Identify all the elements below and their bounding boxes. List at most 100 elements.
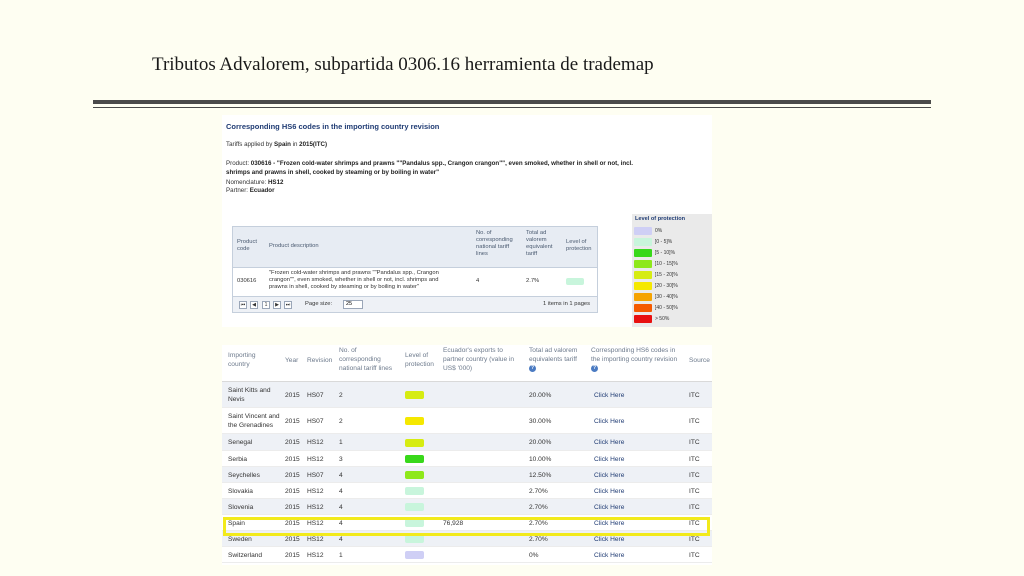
th-level-protection[interactable]: Level of protection: [566, 239, 592, 252]
click-here-link[interactable]: Click Here: [594, 487, 625, 495]
product-description-1: 030616 - "Frozen cold-water shrimps and …: [250, 160, 633, 167]
table-row: Saint Kitts and Nevis 2015 HS07 2 20.00% Click…: [222, 382, 712, 408]
legend-label: ]40 - 50]%: [655, 305, 678, 311]
cell-tariff-lines: 4: [339, 503, 343, 511]
cell-total-tariff: 30.00%: [529, 417, 552, 425]
cell-exports: 76,928: [443, 519, 464, 527]
cell-year: 2015: [285, 519, 300, 527]
click-here-link[interactable]: Click Here: [594, 535, 625, 543]
table-row: Seychelles 2015 HS07 4 12.50% Click Here ITC: [222, 467, 712, 483]
row-level-swatch: [566, 278, 584, 285]
th-tariff-lines[interactable]: No. of corresponding national tariff lines: [476, 230, 513, 257]
th-level-of-protection[interactable]: Level of protection: [405, 352, 434, 368]
items-info: 1 items in 1 pages: [543, 301, 591, 307]
legend-item: ]0 - 5]%: [634, 237, 710, 247]
table-row: Saint Vincent and the Grenadines 2015 HS07 2…: [222, 408, 712, 434]
cell-source: ITC: [689, 551, 700, 559]
cell-country: Sweden: [228, 535, 252, 543]
tariffs-in: in: [290, 141, 300, 148]
cell-source: ITC: [689, 391, 700, 399]
th-corresponding-hs6[interactable]: Corresponding HS6 codes in the importing …: [591, 347, 678, 372]
prev-page-button[interactable]: ◀: [250, 301, 258, 309]
cell-year: 2015: [285, 471, 300, 479]
last-page-button[interactable]: ⏭: [284, 301, 292, 309]
click-here-link[interactable]: Click Here: [594, 519, 625, 527]
product-line-2: shrimps and prawns in shell, cooked by s…: [226, 169, 439, 176]
cell-level-swatch: [405, 487, 424, 495]
tariff-product-panel: Corresponding HS6 codes in the importing…: [222, 115, 712, 327]
cell-level-swatch: [405, 417, 424, 425]
cell-tariff-lines: 4: [339, 487, 343, 495]
product-table-header: Product code Product description No. of co…: [233, 227, 597, 268]
nomenclature-prefix: Nomenclature:: [226, 179, 268, 186]
legend-item: ]15 - 20]%: [634, 270, 710, 280]
partner-line: Partner: Ecuador: [226, 187, 275, 194]
cell-country: Serbia: [228, 455, 248, 463]
page-size-label: Page size:: [305, 301, 333, 307]
cell-source: ITC: [689, 439, 700, 446]
click-here-link[interactable]: Click Here: [594, 455, 625, 463]
protection-legend: Level of protection 0%]0 - 5]%]5 - 10]%]…: [632, 214, 712, 327]
legend-label: ]0 - 5]%: [655, 239, 673, 245]
tariffs-year: 2015(ITC): [299, 141, 328, 148]
cell-source: ITC: [689, 487, 700, 495]
cell-country: Spain: [228, 519, 245, 527]
cell-country: Slovenia: [228, 503, 254, 511]
th-importing-country[interactable]: Importing country: [228, 352, 256, 368]
click-here-link[interactable]: Click Here: [594, 391, 625, 399]
th-national-lines[interactable]: No. of corresponding national tariff lines: [339, 347, 393, 372]
th-source[interactable]: Source: [689, 357, 710, 364]
importing-country-table: Importing country Year Revision No. of cor…: [222, 345, 712, 565]
legend-label: ]5 - 10]%: [655, 250, 676, 256]
legend-swatch: [634, 282, 652, 290]
cell-year: 2015: [285, 503, 300, 511]
cell-level-swatch: [405, 455, 424, 463]
cell-tariff-lines: 1: [339, 439, 343, 446]
cell-revision: HS07: [307, 471, 324, 479]
page-number-button[interactable]: 1: [262, 301, 270, 309]
cell-country: Seychelles: [228, 471, 260, 479]
table-row: Serbia 2015 HS12 3 10.00% Click Here ITC: [222, 451, 712, 467]
cell-revision: HS07: [307, 391, 324, 399]
click-here-link[interactable]: Click Here: [594, 471, 625, 479]
th-total-ad-valorem-equivalents[interactable]: Total ad valorem equivalents tariff ?: [529, 347, 578, 372]
cell-tariff-lines: 4: [339, 519, 343, 527]
legend-item: > 50%: [634, 314, 710, 324]
table-row: Slovakia 2015 HS12 4 2.70% Click Here ITC: [222, 483, 712, 499]
legend-item: ]10 - 15]%: [634, 259, 710, 269]
cell-tariff-lines: 4: [339, 471, 343, 479]
partner-prefix: Partner:: [226, 187, 250, 194]
cell-source: ITC: [689, 503, 700, 511]
row-total-tariff: 2.7%: [526, 278, 540, 284]
th-year[interactable]: Year: [285, 357, 299, 364]
cell-source: ITC: [689, 417, 700, 425]
cell-revision: HS12: [307, 503, 324, 511]
cell-total-tariff: 20.00%: [529, 439, 552, 446]
page-size-select[interactable]: 25: [343, 300, 363, 309]
click-here-link[interactable]: Click Here: [594, 551, 625, 559]
tariffs-applied-line: Tariffs applied by Spain in 2015(ITC): [226, 141, 327, 148]
cell-level-swatch: [405, 519, 424, 527]
th-ecuador-exports[interactable]: Ecuador's exports to partner country (val…: [443, 347, 515, 372]
legend-swatch: [634, 304, 652, 312]
cell-total-tariff: 2.70%: [529, 503, 548, 511]
first-page-button[interactable]: ⏮: [239, 301, 247, 309]
product-table: Product code Product description No. of co…: [232, 226, 598, 313]
legend-title: Level of protection: [635, 216, 686, 222]
cell-country: Slovakia: [228, 487, 253, 495]
th-total-ad-valorem[interactable]: Total ad valorem equivalent tariff: [526, 230, 553, 257]
table-row: Senegal 2015 HS12 1 20.00% Click Here ITC: [222, 434, 712, 451]
th-product-description[interactable]: Product description: [269, 243, 319, 249]
cell-revision: HS12: [307, 519, 324, 527]
click-here-link[interactable]: Click Here: [594, 503, 625, 511]
row-product-code: 030616: [237, 278, 257, 284]
th-product-code[interactable]: Product code: [237, 239, 257, 252]
help-icon[interactable]: ?: [591, 364, 598, 372]
th-revision[interactable]: Revision: [307, 357, 333, 364]
next-page-button[interactable]: ▶: [273, 301, 281, 309]
help-icon[interactable]: ?: [529, 364, 536, 372]
partner-value: Ecuador: [249, 187, 275, 194]
table-row: Switzerland 2015 HS12 1 0% Click Here ITC: [222, 547, 712, 563]
click-here-link[interactable]: Click Here: [594, 417, 625, 425]
click-here-link[interactable]: Click Here: [594, 439, 625, 446]
